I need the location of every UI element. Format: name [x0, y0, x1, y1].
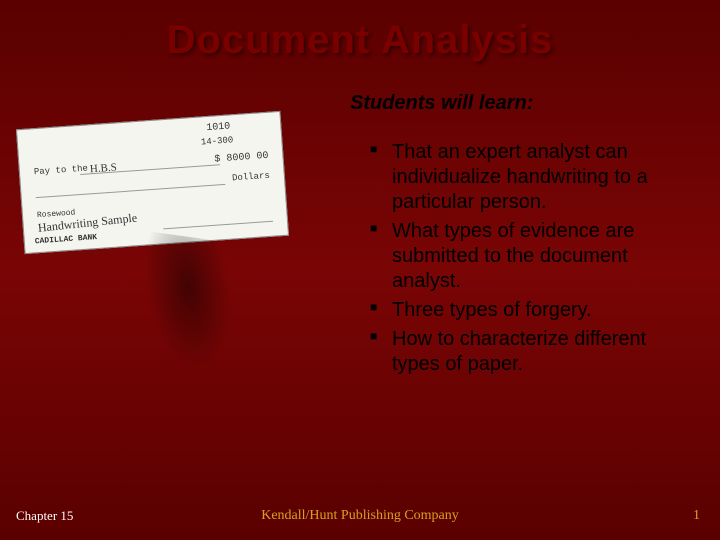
bullet-list: That an expert analyst can individualize…	[370, 140, 690, 381]
check-date: 14-300	[201, 135, 234, 147]
check-image: 1010 14-300 Pay to the H.B.S $ 8000 00 D…	[20, 120, 285, 260]
subtitle: Students will learn:	[350, 92, 533, 115]
check-shadow	[129, 229, 330, 502]
page-number: 1	[693, 508, 700, 524]
check-number: 1010	[206, 121, 231, 134]
list-item: That an expert analyst can individualize…	[370, 140, 690, 215]
check-body: 1010 14-300 Pay to the H.B.S $ 8000 00 D…	[16, 111, 289, 254]
publisher-label: Kendall/Hunt Publishing Company	[0, 508, 720, 524]
list-item: What types of evidence are submitted to …	[370, 219, 690, 294]
check-dollars-label: Dollars	[232, 171, 270, 184]
page-title: Document Analysis	[0, 0, 720, 63]
list-item: How to characterize different types of p…	[370, 327, 690, 377]
list-item: Three types of forgery.	[370, 298, 690, 323]
check-pay-label: Pay to the	[34, 163, 89, 177]
check-amount: $ 8000 00	[214, 151, 269, 166]
